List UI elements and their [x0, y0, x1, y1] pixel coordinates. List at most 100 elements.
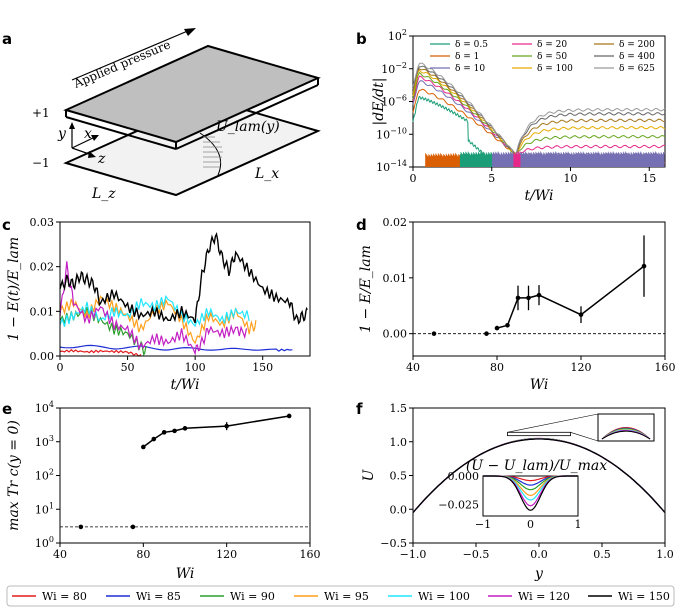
panel-c-chart: 0 50 100 150 0.00 0.01 0.02 0.03 t/Wi 1 − E(t)/E_…: [6, 216, 311, 393]
legend-label: δ = 10: [455, 64, 485, 74]
data-point: [641, 263, 647, 269]
series-line--100: [412, 69, 666, 155]
legend-frame: [6, 585, 675, 607]
y-axis-label: |dE/dt|: [371, 78, 387, 126]
data-point: [78, 524, 84, 530]
inset-x-tick-label: −1: [475, 518, 491, 531]
legend-label: δ = 625: [619, 64, 655, 74]
x-tick-label: 10: [564, 172, 578, 185]
x-tick-label: 160: [655, 361, 676, 374]
series-line-Wi-120: [59, 261, 248, 356]
y-tick-label: 0.0: [390, 503, 408, 516]
x-tick-label: 120: [571, 361, 592, 374]
series-line--0-5: [412, 95, 489, 160]
panel-d-chart: 40 80 120 160 0.00 0.01 0.02 Wi 1 − E/E_lam: [358, 216, 676, 393]
inset-y-tick-label: −0.025: [438, 499, 479, 512]
y-tick-label: 104: [35, 400, 54, 415]
y-tick-label: 0.5: [390, 470, 408, 483]
legend-label-6: Wi = 150: [618, 590, 670, 603]
lz-label: L_z: [91, 186, 116, 202]
data-point: [141, 444, 146, 450]
data-point: [286, 413, 292, 419]
y-tick-label: 0.00: [383, 328, 408, 341]
x-tick-label: 0.5: [593, 548, 611, 561]
panel-f-chart: (U − U_lam)/U_max−1 0 10.000−0.025−1.0 −0.5…: [361, 402, 674, 582]
noise-floor: [459, 151, 493, 167]
x-tick-label: 1.0: [656, 548, 674, 561]
y-tick-label: 100: [35, 535, 54, 550]
data-point: [172, 428, 177, 434]
series-line--20: [412, 75, 666, 156]
x-tick-label: 80: [490, 361, 504, 374]
x-tick-label: −1.0: [400, 548, 427, 561]
y-axis-label: 1 − E(t)/E_lam: [6, 237, 22, 341]
y-tick-label: 0.00: [30, 350, 55, 363]
series-line--50: [412, 71, 666, 155]
series-line--625: [412, 62, 666, 158]
data-point: [161, 430, 167, 435]
zoom-connector: [570, 432, 599, 442]
y-tick-label: 102: [388, 28, 407, 43]
data-point: [536, 292, 542, 298]
plot-frame: [412, 221, 666, 357]
noise-floor: [513, 152, 521, 167]
x-tick-label: 50: [121, 361, 135, 374]
y-tick-label: 10−6: [381, 94, 407, 109]
zoom-box: [507, 431, 571, 437]
data-point: [526, 295, 531, 301]
lx-label: L_x: [254, 166, 279, 182]
series-line-Wi-95: [59, 295, 257, 345]
legend-label-4: Wi = 100: [418, 590, 470, 603]
y-tick-label: −0.5: [380, 537, 407, 550]
y-tick-label: 0.02: [30, 261, 55, 274]
u-lam-label: U_lam(y): [216, 119, 280, 135]
x-tick-label: 40: [406, 361, 420, 374]
legend-label-5: Wi = 120: [518, 590, 570, 603]
y-tick-label: 1.5: [390, 402, 408, 415]
panel-label-f: f: [356, 400, 363, 418]
y-plus-label: +1: [32, 106, 50, 120]
panel-label-d: d: [356, 216, 367, 234]
x-tick-label: 15: [642, 172, 656, 185]
panel-label-e: e: [2, 400, 12, 418]
inset-y-tick-label: 0.000: [448, 470, 480, 483]
x-axis-label: Wi: [176, 566, 195, 582]
axis-y-label: y: [57, 126, 67, 142]
x-axis-label: t/Wi: [525, 188, 554, 204]
x-tick-label: −0.5: [463, 548, 490, 561]
y-tick-label: 0.02: [383, 216, 408, 229]
data-point: [505, 322, 510, 328]
data-point: [224, 423, 229, 429]
y-tick-label: 10−14: [376, 159, 407, 174]
data-point: [431, 331, 437, 336]
series-line--200: [412, 68, 666, 156]
legend-label: δ = 1: [455, 52, 479, 62]
laminar-profile: [199, 132, 222, 176]
bottom-legend: Wi = 80 Wi = 85 Wi = 90 Wi = 95 Wi = 100 Wi =…: [6, 585, 675, 607]
x-tick-label: 160: [300, 548, 321, 561]
y-tick-label: 0.03: [30, 216, 55, 229]
axis-x-label: x: [84, 126, 92, 142]
legend-label: δ = 400: [619, 52, 655, 62]
inset-line-Wi-150: [483, 475, 578, 511]
y-axis-label: U: [361, 468, 377, 481]
y-tick-label: 10−10: [376, 126, 407, 141]
channel-schematic: Applied pressure +1 −1 y x z U_lam(y) L_…: [32, 28, 321, 202]
legend-label-0: Wi = 80: [42, 590, 87, 603]
y-axis-label: 1 − E/E_lam: [358, 245, 374, 333]
panel-label-c: c: [2, 216, 11, 234]
x-tick-label: 0: [57, 361, 64, 374]
x-tick-label: 80: [136, 548, 150, 561]
panel-e-chart: 40 80 120 160 100 101 102 103 104 Wi max Tr c(y = …: [6, 400, 321, 582]
inset-x-tick-label: 1: [575, 518, 582, 531]
inset-x-tick-label: 0: [527, 518, 534, 531]
legend-label-2: Wi = 90: [230, 590, 275, 603]
series-line-Wi-150: [59, 231, 308, 325]
data-point: [484, 331, 489, 336]
x-axis-label: y: [534, 566, 544, 582]
y-tick-label: 0.01: [383, 272, 408, 285]
zoom-connector: [507, 413, 599, 433]
panel-label-b: b: [356, 30, 367, 48]
y-tick-label: 103: [35, 434, 54, 449]
